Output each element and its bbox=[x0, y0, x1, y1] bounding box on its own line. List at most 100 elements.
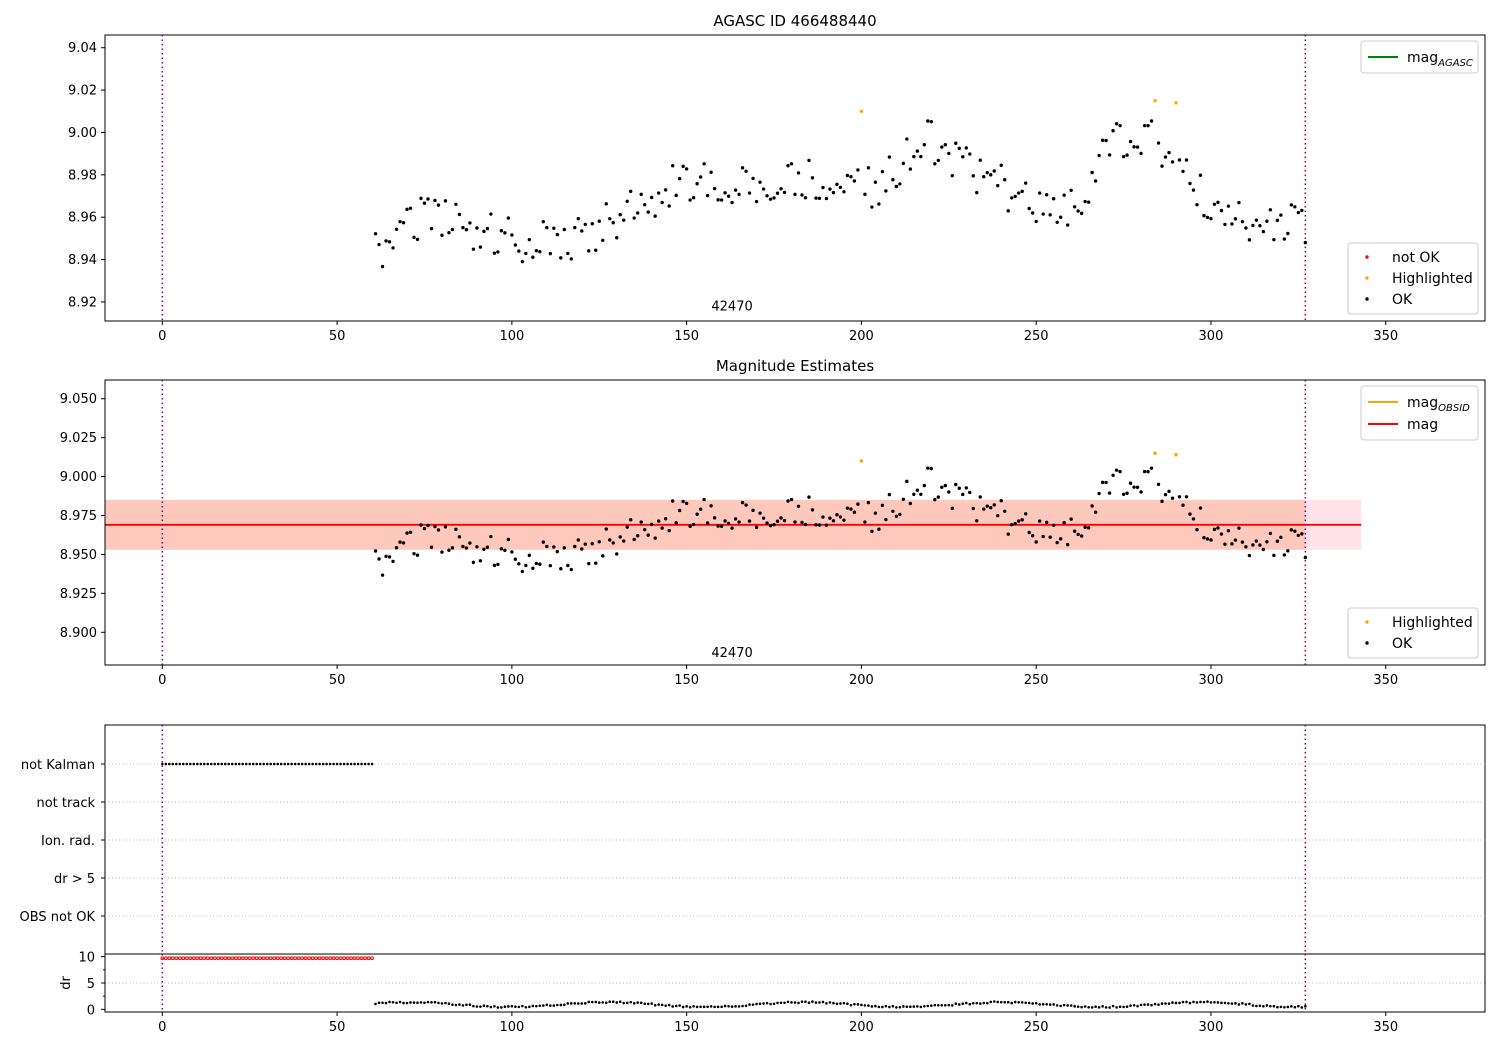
dr-not-ok-point bbox=[209, 956, 214, 961]
ok-point bbox=[863, 192, 867, 197]
ok-point bbox=[999, 163, 1003, 167]
dr-point bbox=[832, 1001, 835, 1005]
dr-point bbox=[1157, 1003, 1160, 1006]
x-tick-label: 150 bbox=[674, 673, 699, 688]
dr-not-ok-point bbox=[356, 956, 360, 961]
legend-label-main: mag bbox=[1407, 395, 1438, 411]
ok-point bbox=[1118, 469, 1122, 474]
ok-point bbox=[517, 249, 521, 253]
ok-point bbox=[604, 202, 608, 206]
ok-point bbox=[740, 166, 745, 170]
dr-point bbox=[1192, 1000, 1195, 1004]
ok-point bbox=[758, 180, 762, 184]
legend-dot-swatch bbox=[1365, 641, 1369, 645]
ok-point bbox=[908, 501, 913, 506]
ok-point bbox=[464, 227, 469, 232]
ok-point bbox=[698, 175, 703, 179]
dr-point bbox=[744, 1004, 748, 1008]
ok-point bbox=[534, 248, 539, 253]
flag-point bbox=[339, 762, 342, 766]
ok-point bbox=[629, 189, 633, 194]
ok-point bbox=[1051, 197, 1056, 201]
flag-point bbox=[230, 762, 234, 766]
ok-point bbox=[912, 492, 916, 497]
ok-point bbox=[894, 184, 899, 189]
ok-point bbox=[615, 236, 619, 240]
x-tick-label: 350 bbox=[1373, 673, 1398, 688]
ok-point bbox=[1006, 532, 1010, 536]
dr-not-ok-point bbox=[205, 956, 210, 961]
ok-point bbox=[1010, 196, 1014, 200]
ok-point bbox=[601, 238, 605, 242]
ok-point bbox=[475, 545, 479, 549]
highlighted-point bbox=[1153, 451, 1157, 455]
dr-point bbox=[919, 1005, 923, 1009]
legend-label-main: mag bbox=[1407, 50, 1438, 66]
dr-point bbox=[912, 1005, 916, 1008]
highlighted-point bbox=[859, 459, 864, 463]
ok-point bbox=[810, 176, 815, 180]
dr-point bbox=[755, 1002, 758, 1006]
ok-point bbox=[730, 526, 734, 530]
ok-point bbox=[1289, 203, 1294, 207]
ok-point bbox=[625, 525, 629, 529]
ok-point bbox=[433, 524, 437, 529]
dr-point bbox=[583, 1002, 587, 1005]
ok-point bbox=[768, 523, 773, 528]
dr-point bbox=[1202, 1000, 1206, 1004]
ok-point bbox=[922, 483, 927, 488]
x-tick-label: 0 bbox=[158, 1020, 166, 1035]
flag-category-label: OBS not OK bbox=[20, 910, 96, 925]
dr-point bbox=[524, 1005, 528, 1009]
ok-point bbox=[996, 183, 1000, 188]
x-tick-label: 250 bbox=[1024, 1020, 1049, 1035]
ok-point bbox=[985, 171, 989, 175]
dr-point bbox=[1101, 1005, 1104, 1008]
ok-point bbox=[1114, 122, 1119, 126]
ok-point bbox=[1083, 199, 1087, 204]
flag-point bbox=[164, 762, 168, 766]
ok-point bbox=[1076, 209, 1080, 213]
ok-point bbox=[1279, 213, 1283, 217]
dr-point bbox=[891, 1004, 895, 1008]
ok-point bbox=[597, 540, 601, 544]
dr-point bbox=[405, 1001, 409, 1005]
ok-point bbox=[961, 155, 965, 159]
dr-point bbox=[720, 1005, 723, 1009]
x-tick-label: 200 bbox=[849, 673, 874, 688]
ok-point bbox=[1216, 526, 1220, 530]
ok-point bbox=[642, 527, 647, 532]
dr-point bbox=[514, 1005, 517, 1008]
ok-point bbox=[1300, 532, 1304, 536]
dr-point bbox=[947, 1003, 951, 1007]
ok-point bbox=[747, 191, 752, 195]
ok-point bbox=[611, 221, 615, 225]
ok-point bbox=[594, 248, 598, 252]
ok-point bbox=[845, 506, 850, 510]
x-tick-label: 300 bbox=[1199, 1020, 1224, 1035]
ok-point bbox=[566, 563, 570, 568]
ok-point bbox=[1069, 517, 1073, 521]
ok-point bbox=[520, 259, 525, 264]
ok-point bbox=[901, 161, 906, 166]
ok-point bbox=[538, 562, 542, 566]
ok-point bbox=[754, 525, 759, 530]
dr-point bbox=[615, 1001, 619, 1004]
ok-point bbox=[503, 231, 507, 235]
ok-point bbox=[744, 169, 748, 173]
ok-point bbox=[786, 499, 790, 503]
ok-point bbox=[1076, 532, 1080, 537]
y-tick-label: 8.925 bbox=[60, 587, 97, 602]
flag-category-label: not Kalman bbox=[21, 758, 95, 773]
dr-not-ok-point bbox=[303, 956, 308, 961]
ok-point bbox=[646, 210, 650, 214]
flag-point bbox=[248, 762, 252, 766]
ok-point bbox=[940, 145, 944, 149]
dr-point bbox=[688, 1006, 692, 1009]
ok-point bbox=[1258, 223, 1262, 228]
flag-point bbox=[188, 762, 192, 766]
dr-point bbox=[377, 1001, 381, 1005]
dr-point bbox=[860, 1003, 863, 1007]
ok-point bbox=[824, 196, 829, 201]
dr-point bbox=[723, 1004, 727, 1008]
